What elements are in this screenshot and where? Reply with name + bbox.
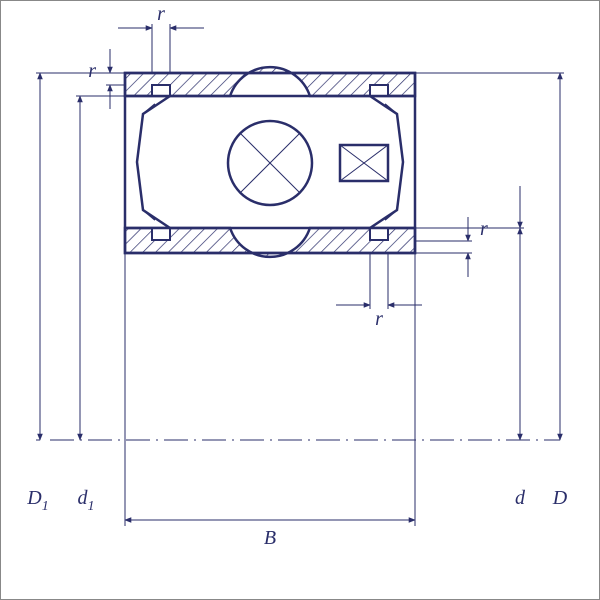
svg-text:D: D <box>552 487 568 509</box>
svg-text:d1: d1 <box>78 487 95 514</box>
seal <box>137 96 170 228</box>
svg-text:D1: D1 <box>26 487 48 514</box>
svg-text:r: r <box>157 3 165 25</box>
svg-text:r: r <box>375 308 383 330</box>
svg-text:B: B <box>264 527 276 549</box>
svg-text:r: r <box>480 218 488 240</box>
svg-text:r: r <box>88 60 96 82</box>
svg-text:d: d <box>515 487 526 509</box>
